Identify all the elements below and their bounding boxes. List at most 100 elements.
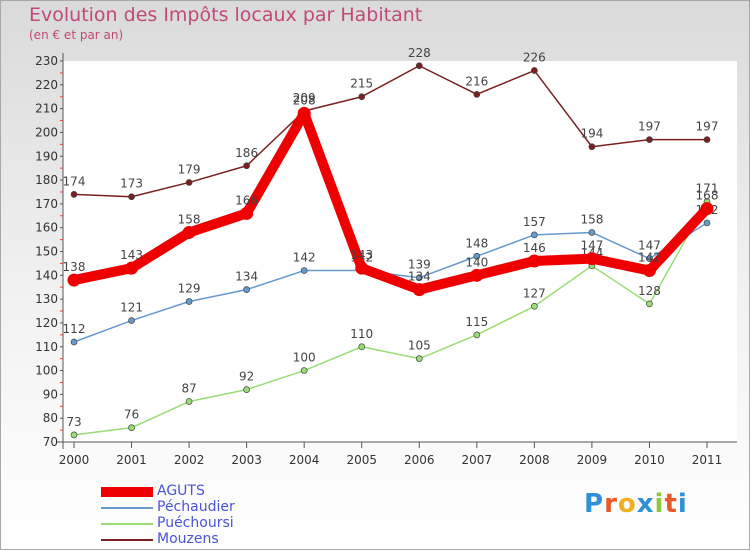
data-point-pechaudier	[703, 219, 711, 227]
data-label-puechoursi: 100	[293, 351, 316, 365]
x-tick-label: 2008	[519, 453, 550, 467]
data-point-pechaudier	[185, 298, 193, 305]
data-label-aguts: 168	[696, 189, 719, 203]
legend-label: Péchaudier	[157, 499, 235, 515]
data-label-aguts: 142	[638, 251, 661, 265]
data-point-aguts	[412, 283, 426, 297]
data-point-aguts	[642, 264, 656, 278]
data-point-aguts	[240, 206, 254, 220]
data-point-mouzens	[473, 90, 481, 98]
data-point-aguts	[470, 268, 484, 282]
data-label-pechaudier: 121	[120, 301, 143, 315]
data-point-aguts	[700, 202, 714, 216]
data-point-aguts	[125, 261, 139, 275]
y-tick-label: 230	[35, 54, 58, 68]
data-point-aguts	[67, 273, 81, 287]
data-point-pechaudier	[588, 229, 596, 236]
y-tick-label: 170	[35, 197, 58, 211]
y-tick-label: 190	[35, 149, 58, 163]
data-label-mouzens: 197	[638, 120, 661, 134]
data-label-puechoursi: 127	[523, 286, 546, 300]
x-tick-label: 2010	[634, 453, 665, 467]
y-tick-label: 140	[35, 268, 58, 282]
data-point-aguts	[585, 252, 599, 266]
data-label-pechaudier: 158	[580, 212, 603, 226]
data-label-mouzens: 174	[63, 174, 86, 188]
x-tick-label: 2006	[404, 453, 435, 467]
data-label-puechoursi: 128	[638, 284, 661, 298]
data-point-mouzens	[531, 67, 538, 74]
series-line-puechoursi	[73, 200, 708, 436]
data-point-mouzens	[588, 143, 596, 151]
legend-item: AGUTS	[101, 483, 301, 500]
data-label-puechoursi: 87	[181, 382, 196, 396]
data-label-pechaudier: 147	[638, 239, 661, 253]
data-point-puechoursi	[300, 367, 308, 374]
legend-swatch	[101, 507, 153, 509]
data-point-aguts	[182, 225, 196, 239]
x-tick-label: 2002	[174, 453, 205, 467]
plot-area	[63, 61, 737, 442]
y-tick-label: 200	[35, 125, 58, 139]
data-label-mouzens: 215	[350, 77, 373, 91]
data-point-mouzens	[358, 93, 366, 101]
y-tick-label: 70	[43, 435, 58, 449]
data-point-mouzens	[185, 179, 193, 186]
x-tick-label: 2005	[346, 453, 377, 467]
data-point-puechoursi	[128, 424, 135, 432]
data-label-puechoursi: 115	[465, 315, 488, 329]
chart-title: Evolution des Impôts locaux par Habitant	[29, 4, 423, 26]
data-point-mouzens	[703, 136, 711, 143]
data-label-mouzens: 228	[408, 46, 431, 60]
data-label-pechaudier: 148	[465, 236, 488, 250]
logo-letter: i	[654, 489, 665, 519]
y-tick-label: 120	[35, 316, 58, 330]
data-label-puechoursi: 73	[66, 415, 81, 429]
legend-label: Puéchoursi	[157, 515, 234, 531]
data-point-pechaudier	[531, 231, 538, 239]
data-point-mouzens	[70, 191, 78, 198]
data-point-puechoursi	[646, 300, 653, 308]
y-tick-label: 110	[35, 340, 58, 354]
data-point-puechoursi	[415, 355, 423, 363]
data-label-aguts: 143	[120, 248, 143, 262]
legend-swatch	[101, 523, 153, 525]
data-label-mouzens: 226	[523, 51, 546, 65]
legend-item: Puéchoursi	[101, 515, 301, 532]
data-label-mouzens: 194	[580, 127, 603, 141]
data-point-aguts	[297, 106, 311, 120]
series-line-mouzens	[73, 65, 708, 198]
data-label-mouzens: 173	[120, 177, 143, 191]
data-label-aguts: 143	[350, 248, 373, 262]
x-tick-label: 2007	[462, 453, 493, 467]
data-label-pechaudier: 129	[178, 282, 201, 296]
data-point-aguts	[355, 261, 369, 275]
logo-letter: i	[677, 489, 688, 519]
data-label-pechaudier: 134	[235, 270, 258, 284]
data-label-aguts: 140	[465, 255, 488, 269]
logo-letter: t	[664, 489, 678, 519]
legend-item: Mouzens	[101, 531, 301, 548]
x-tick-label: 2003	[231, 453, 262, 467]
data-point-aguts	[527, 254, 541, 268]
y-tick-label: 180	[35, 173, 58, 187]
legend-item: Péchaudier	[101, 499, 301, 516]
y-tick-label: 130	[35, 292, 58, 306]
legend-swatch	[101, 487, 153, 497]
data-label-puechoursi: 171	[696, 181, 719, 195]
logo-letter: P	[584, 489, 605, 519]
y-tick-label: 100	[35, 364, 58, 378]
logo-letter: r	[604, 489, 618, 519]
legend-label: AGUTS	[157, 483, 205, 499]
data-label-puechoursi: 105	[408, 339, 431, 353]
data-label-mouzens: 216	[465, 74, 488, 88]
x-tick-label: 2001	[116, 453, 147, 467]
y-tick-label: 90	[43, 387, 58, 401]
data-label-mouzens: 197	[696, 120, 719, 134]
data-point-pechaudier	[415, 274, 423, 282]
x-tick-label: 2009	[577, 453, 608, 467]
data-point-pechaudier	[243, 286, 250, 293]
data-label-aguts: 166	[235, 193, 258, 207]
